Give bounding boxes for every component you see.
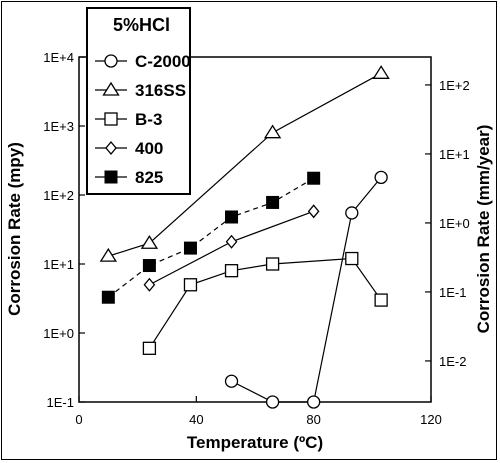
legend-marker-825 — [104, 170, 118, 184]
series-line-316ss — [108, 72, 382, 257]
series-line-825 — [107, 177, 314, 298]
y2-tick-label: 1E-1 — [439, 285, 466, 300]
y-tick-label: 1E+1 — [43, 257, 74, 272]
y2-tick-label: 1E+0 — [439, 216, 470, 231]
legend-title: 5%HCl — [113, 15, 170, 35]
y-tick-label: 1E+3 — [43, 119, 74, 134]
series-316ss — [99, 65, 390, 262]
legend-marker-b-3 — [104, 112, 118, 126]
legend-label-c-2000: C-2000 — [135, 52, 191, 71]
series-line-b-3 — [148, 257, 382, 349]
data-point-b-3 — [142, 341, 157, 355]
y-tick-label: 1E-1 — [47, 395, 74, 410]
legend-entry-400: 400 — [95, 139, 163, 158]
data-point-c-2000 — [307, 395, 321, 409]
plot-area — [78, 56, 432, 403]
data-point-c-2000 — [265, 395, 280, 409]
data-point-825 — [266, 195, 280, 209]
legend-marker-c-2000 — [104, 54, 118, 68]
data-point-c-2000 — [345, 206, 359, 220]
legend-entry-316ss: 316SS — [95, 81, 186, 100]
data-point-825 — [101, 290, 115, 304]
data-point-825 — [183, 241, 197, 255]
y2-tick-label: 1E+2 — [439, 78, 470, 93]
x-tick-label: 0 — [75, 412, 82, 427]
data-point-b-3 — [183, 278, 198, 292]
data-point-825 — [142, 259, 156, 273]
y2-tick-label: 1E+1 — [439, 147, 470, 162]
y2-axis-label: Corrosion Rate (mm/year) — [474, 125, 493, 334]
data-point-316ss — [372, 65, 390, 79]
series-line-c-2000 — [231, 177, 382, 403]
x-tick-label: 80 — [306, 412, 320, 427]
y-tick-label: 1E+0 — [43, 326, 74, 341]
data-point-825 — [225, 210, 239, 224]
data-point-316ss — [263, 124, 282, 139]
data-point-c-2000 — [224, 374, 239, 388]
data-point-b-3 — [265, 257, 280, 271]
legend-label-b-3: B-3 — [135, 110, 162, 129]
legend-marker-316ss — [102, 81, 120, 96]
data-point-b-3 — [345, 251, 359, 266]
legend-label-400: 400 — [135, 139, 163, 158]
legend-marker-400 — [105, 140, 117, 156]
legend-entry-b-3: B-3 — [95, 110, 162, 129]
x-tick-label: 120 — [420, 412, 442, 427]
legend-box — [86, 7, 191, 195]
data-point-400 — [225, 234, 238, 249]
data-point-b-3 — [224, 264, 239, 278]
data-point-b-3 — [374, 293, 388, 307]
series-400 — [143, 204, 320, 292]
legend-label-316ss: 316SS — [135, 81, 186, 100]
x-tick-label: 40 — [189, 412, 203, 427]
data-point-c-2000 — [374, 170, 388, 185]
series-825 — [101, 171, 321, 304]
series-b-3 — [142, 251, 388, 355]
legend-entry-c-2000: C-2000 — [95, 52, 191, 71]
data-point-316ss — [99, 247, 118, 262]
x-axis-label: Temperature (ºC) — [187, 433, 323, 452]
y-tick-label: 1E+2 — [43, 188, 74, 203]
data-point-400 — [143, 277, 156, 292]
legend: 5%HCl C-2000 316SS B-3 400 825 — [86, 7, 191, 195]
legend-label-825: 825 — [135, 168, 163, 187]
y-axis-label: Corrosion Rate (mpy) — [5, 142, 24, 316]
data-point-825 — [307, 171, 321, 185]
y2-tick-label: 1E-2 — [439, 354, 466, 369]
y-tick-label: 1E+4 — [43, 50, 74, 65]
series-c-2000 — [224, 170, 388, 409]
legend-entry-825: 825 — [95, 168, 163, 187]
data-point-316ss — [140, 235, 159, 249]
data-point-400 — [307, 204, 320, 219]
